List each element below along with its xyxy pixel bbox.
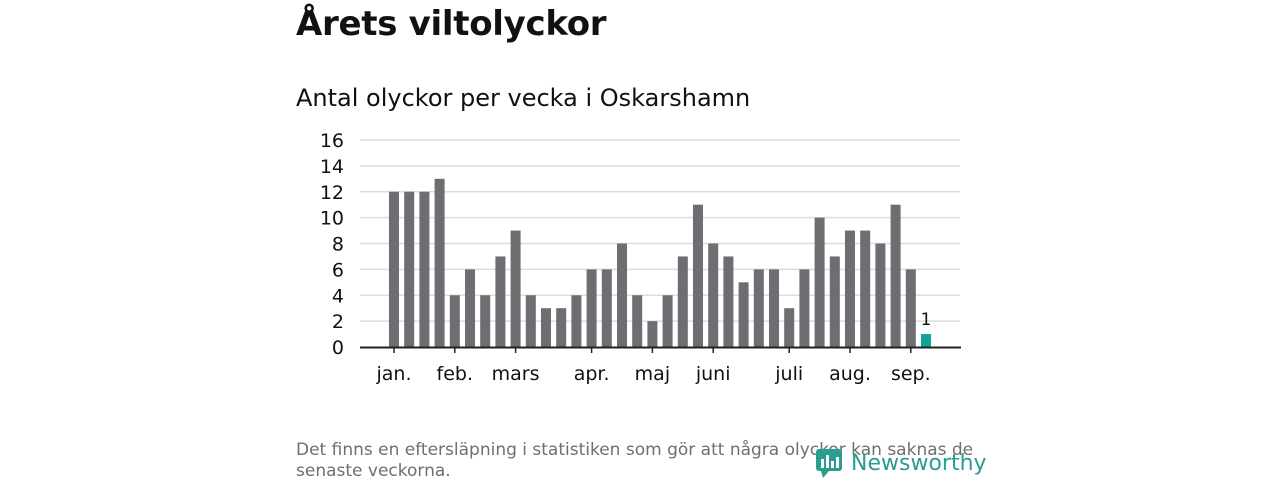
bar xyxy=(677,256,688,347)
footnote: Det finns en eftersläpning i statistiken… xyxy=(296,440,974,481)
bar xyxy=(769,269,779,347)
bar xyxy=(617,243,627,347)
bar xyxy=(434,178,445,347)
x-tick-label: juni xyxy=(695,363,731,385)
bar xyxy=(860,230,871,347)
bars xyxy=(389,178,931,347)
chart-title: Årets viltolyckor xyxy=(296,4,607,44)
bar xyxy=(693,204,703,347)
bar xyxy=(753,269,764,347)
bar xyxy=(814,217,825,347)
newsworthy-logo-icon xyxy=(816,449,842,478)
bar xyxy=(571,295,582,347)
chart-subtitle: Antal olyckor per vecka i Oskarshamn xyxy=(296,84,751,112)
bar xyxy=(404,191,415,347)
bar xyxy=(632,295,643,347)
bar xyxy=(905,269,916,347)
bar xyxy=(738,282,749,347)
y-tick-label: 12 xyxy=(320,182,344,204)
y-tick-label: 8 xyxy=(332,234,344,256)
bar xyxy=(541,308,551,347)
bar xyxy=(647,321,658,347)
bar xyxy=(389,191,399,347)
bar xyxy=(723,256,734,347)
x-axis-ticks: jan. feb. mars apr. maj juni juli aug. sep. xyxy=(375,347,931,385)
bar xyxy=(829,256,840,347)
y-tick-label: 10 xyxy=(320,208,344,230)
bar xyxy=(556,308,567,347)
x-tick-label: mars xyxy=(492,363,540,385)
bar xyxy=(419,191,430,347)
bar xyxy=(480,295,491,347)
newsworthy-logo: Newsworthy xyxy=(815,447,987,479)
x-tick-label: sep. xyxy=(891,363,931,385)
x-tick-label: feb. xyxy=(437,363,473,385)
bar xyxy=(662,295,673,347)
x-tick-label: apr. xyxy=(574,363,610,385)
x-tick-label: juli xyxy=(774,363,803,385)
bar xyxy=(784,308,795,347)
bar xyxy=(525,295,536,347)
data-labels: 1 xyxy=(921,310,932,330)
bar xyxy=(601,269,612,347)
y-tick-label: 6 xyxy=(332,259,344,281)
data-label: 1 xyxy=(921,310,932,330)
bar xyxy=(495,256,506,347)
y-tick-label: 4 xyxy=(332,285,344,307)
y-tick-label: 2 xyxy=(332,311,344,333)
bar xyxy=(799,269,810,347)
bar xyxy=(449,295,460,347)
y-tick-label: 14 xyxy=(320,156,344,178)
x-tick-label: aug. xyxy=(829,363,871,385)
bar xyxy=(921,334,931,347)
bar xyxy=(845,230,855,347)
grid-lines xyxy=(360,139,960,322)
bar xyxy=(890,204,901,347)
bar xyxy=(708,243,719,347)
newsworthy-logo-text: Newsworthy xyxy=(851,450,987,476)
x-tick-label: jan. xyxy=(375,363,411,385)
bar xyxy=(465,269,475,347)
y-tick-label: 16 xyxy=(320,130,344,152)
x-tick-label: maj xyxy=(635,363,670,385)
bar xyxy=(586,269,597,347)
bar xyxy=(510,230,521,347)
y-axis-ticks: 0 2 4 6 8 10 12 14 16 xyxy=(320,130,344,359)
y-tick-label: 0 xyxy=(332,337,344,359)
bar xyxy=(875,243,886,347)
